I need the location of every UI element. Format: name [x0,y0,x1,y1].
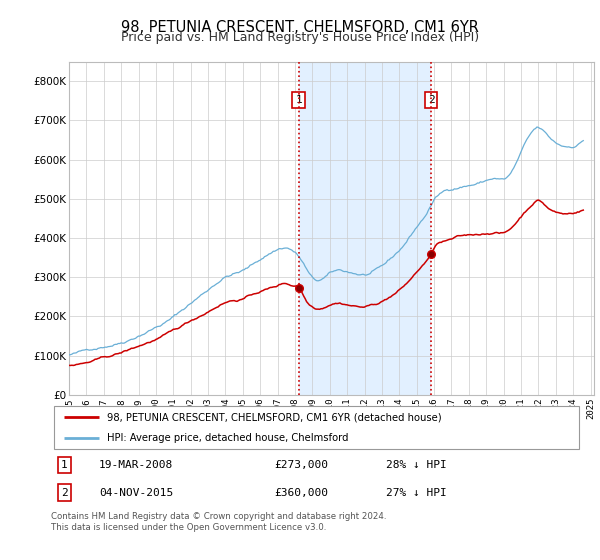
Text: Contains HM Land Registry data © Crown copyright and database right 2024.
This d: Contains HM Land Registry data © Crown c… [51,512,386,532]
Text: 27% ↓ HPI: 27% ↓ HPI [386,488,446,497]
Text: 04-NOV-2015: 04-NOV-2015 [99,488,173,497]
Text: 2: 2 [428,95,434,105]
Text: 1: 1 [61,460,68,470]
Text: 98, PETUNIA CRESCENT, CHELMSFORD, CM1 6YR (detached house): 98, PETUNIA CRESCENT, CHELMSFORD, CM1 6Y… [107,412,442,422]
Text: 19-MAR-2008: 19-MAR-2008 [99,460,173,470]
Text: 98, PETUNIA CRESCENT, CHELMSFORD, CM1 6YR: 98, PETUNIA CRESCENT, CHELMSFORD, CM1 6Y… [121,20,479,35]
Text: Price paid vs. HM Land Registry's House Price Index (HPI): Price paid vs. HM Land Registry's House … [121,31,479,44]
Text: 28% ↓ HPI: 28% ↓ HPI [386,460,446,470]
Text: 2: 2 [61,488,68,497]
Bar [299,62,431,395]
FancyBboxPatch shape [53,406,580,450]
Text: £360,000: £360,000 [274,488,328,497]
Text: 1: 1 [295,95,302,105]
Text: HPI: Average price, detached house, Chelmsford: HPI: Average price, detached house, Chel… [107,433,348,444]
Text: £273,000: £273,000 [274,460,328,470]
